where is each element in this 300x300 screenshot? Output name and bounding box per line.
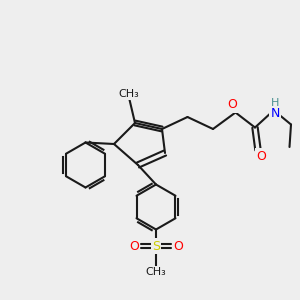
Text: S: S [152, 239, 160, 253]
Text: CH₃: CH₃ [146, 267, 167, 278]
Text: N: N [271, 107, 280, 120]
Text: H: H [271, 98, 280, 108]
Text: O: O [228, 98, 237, 112]
Text: O: O [173, 239, 183, 253]
Text: O: O [256, 149, 266, 163]
Text: CH₃: CH₃ [118, 89, 140, 99]
Text: O: O [129, 239, 139, 253]
